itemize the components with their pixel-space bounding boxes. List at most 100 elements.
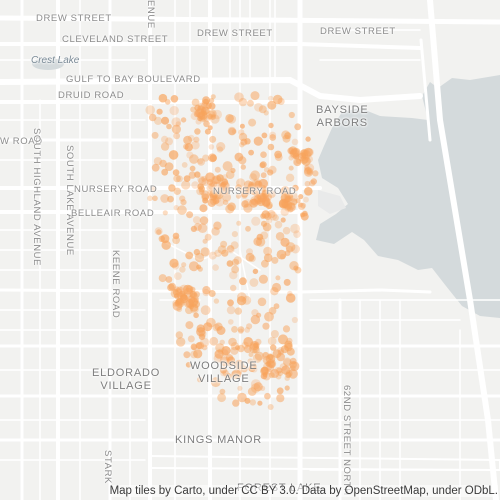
map-point: [197, 175, 205, 184]
map-point: [180, 117, 187, 123]
map-point: [267, 359, 277, 369]
map-point: [238, 97, 248, 107]
map-point: [180, 199, 187, 206]
map-point: [264, 212, 272, 220]
map-point: [272, 349, 282, 359]
map-point: [202, 286, 211, 295]
map-point: [289, 361, 300, 372]
map-point: [248, 352, 254, 358]
map-point: [171, 262, 180, 270]
map-point: [182, 284, 193, 295]
map-point: [208, 144, 215, 150]
map-point: [275, 275, 281, 281]
map-point: [272, 94, 283, 105]
map-point: [209, 336, 219, 346]
map-point: [176, 175, 183, 183]
map-point: [280, 207, 289, 217]
label-crest-lake: Crest Lake: [31, 55, 80, 66]
map-point: [197, 158, 206, 166]
map-point: [275, 232, 285, 241]
map-point: [283, 358, 292, 367]
map-point: [183, 135, 193, 145]
map-point: [225, 204, 235, 214]
map-point: [278, 199, 288, 209]
label-cleveland-street: CLEVELAND STREET: [62, 34, 169, 45]
map-point: [194, 252, 205, 263]
map-point: [253, 382, 263, 392]
map-point: [189, 154, 199, 164]
map-point: [147, 195, 153, 202]
map-point: [293, 265, 299, 271]
map-point: [280, 217, 286, 223]
map-point: [277, 347, 285, 354]
map-point: [173, 174, 181, 183]
map-point: [212, 181, 223, 192]
map-point: [253, 342, 259, 348]
label-nursery-road-e: NURSERY ROAD: [213, 186, 297, 197]
map-point: [197, 105, 205, 112]
map-point: [260, 172, 267, 179]
map-point: [193, 136, 200, 143]
map-point: [152, 195, 158, 202]
map-point: [188, 171, 196, 179]
map-point: [168, 184, 176, 192]
map-point: [288, 192, 298, 202]
map-point: [268, 122, 274, 129]
map-point: [194, 128, 201, 135]
map-point: [193, 312, 199, 319]
map-point: [216, 174, 224, 182]
map-point: [202, 289, 210, 297]
map-point: [187, 335, 195, 343]
map-point: [268, 372, 275, 379]
map-point: [261, 198, 271, 208]
map-point: [213, 298, 220, 304]
map-point: [268, 211, 278, 221]
map-point: [293, 230, 301, 238]
map-point: [161, 135, 169, 143]
map-point: [193, 248, 201, 256]
map-point: [154, 116, 163, 125]
map-point: [253, 190, 260, 198]
map-point: [169, 105, 179, 116]
map-point: [262, 222, 272, 232]
map-point: [188, 261, 199, 272]
map-point: [208, 153, 217, 163]
map-point: [246, 99, 254, 107]
map-point: [213, 221, 222, 230]
map-point: [248, 364, 256, 373]
map-point: [235, 193, 242, 199]
map-point: [260, 151, 267, 158]
label-kings-manor: KINGS MANOR: [175, 434, 263, 446]
map-point: [193, 291, 200, 298]
map-point: [306, 169, 313, 175]
map-point: [263, 246, 272, 256]
map-point: [175, 121, 181, 127]
map-point: [231, 265, 240, 274]
map-point: [202, 154, 210, 162]
map-point: [190, 112, 199, 121]
label-woodside-village: WOODSIDE VILLAGE: [190, 360, 258, 385]
map-point: [230, 284, 237, 292]
map-point: [230, 346, 239, 355]
map-point: [209, 181, 215, 187]
map-point: [274, 220, 283, 229]
map-point: [261, 189, 270, 198]
map-point: [236, 369, 243, 376]
map-point: [231, 258, 239, 266]
map-point: [220, 240, 228, 248]
map-point: [303, 196, 309, 203]
map-point: [282, 357, 292, 367]
map-point: [226, 245, 235, 253]
map-point: [291, 138, 299, 146]
map-point: [312, 170, 319, 177]
map-point: [224, 372, 232, 381]
map-point: [242, 186, 249, 193]
map-point: [172, 169, 180, 176]
map-point: [300, 212, 306, 218]
map-point: [225, 187, 232, 194]
map-point: [292, 157, 302, 167]
map-point: [161, 116, 170, 125]
